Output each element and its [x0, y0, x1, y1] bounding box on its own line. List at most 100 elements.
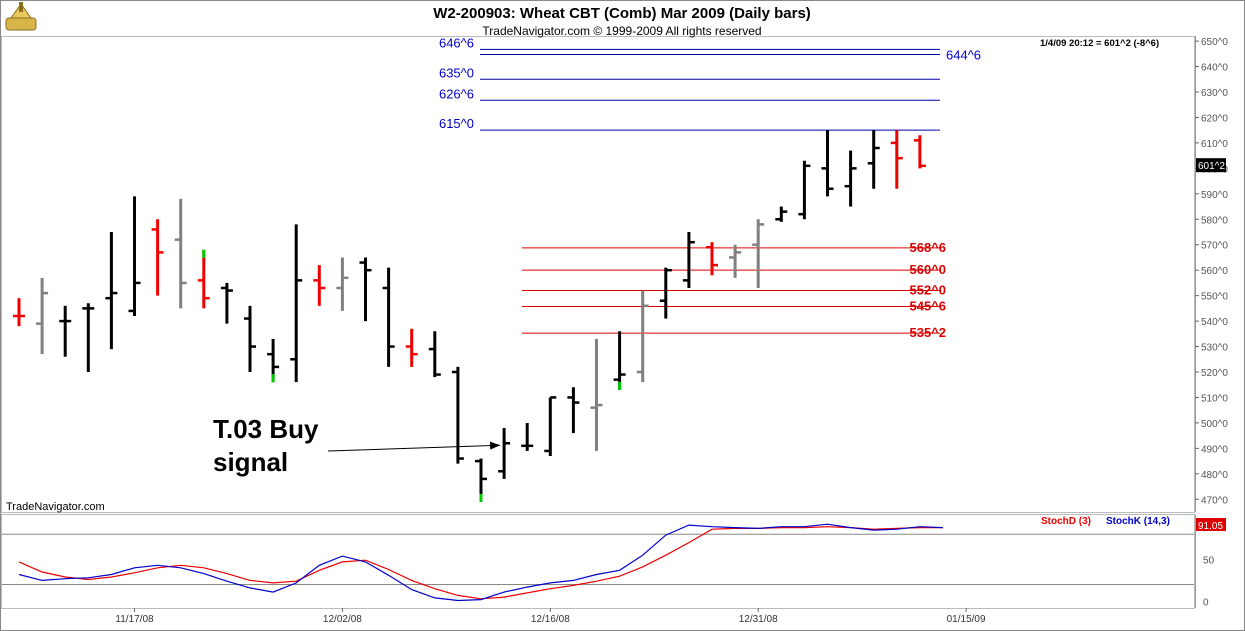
y-tick-label: 510^0	[1201, 393, 1228, 404]
ohlc-bar	[220, 282, 233, 324]
price-axis: 470^0 480^0 490^0 500^0 510^0 520^0 530^0 540^0…	[1195, 36, 1228, 512]
ohlc-bar	[428, 331, 441, 378]
ohlc-bar	[752, 219, 765, 288]
support-label: 560^0	[909, 262, 946, 277]
annotation-arrowhead	[489, 441, 501, 450]
ohlc-bar	[682, 232, 695, 288]
y-tick-label: 610^0	[1201, 139, 1228, 150]
ohlc-bar	[613, 331, 626, 390]
x-tick-label: 12/16/08	[531, 614, 570, 625]
ohlc-bar	[336, 257, 349, 311]
stoch-tick-label: 0	[1203, 597, 1209, 608]
y-tick-label: 550^0	[1201, 292, 1228, 303]
ohlc-bar	[521, 422, 534, 451]
y-tick-label: 570^0	[1201, 241, 1228, 252]
y-tick-label: 480^0	[1201, 470, 1228, 481]
ohlc-bar	[590, 338, 603, 451]
ohlc-bar	[798, 160, 811, 220]
ohlc-bar	[36, 277, 49, 355]
buy-signal-annotation: T.03 Buy signal	[213, 414, 501, 477]
y-tick-label: 490^0	[1201, 444, 1228, 455]
ohlc-bar	[13, 298, 25, 327]
resistance-label: 646^6	[439, 35, 474, 50]
x-tick-label: 12/02/08	[323, 614, 362, 625]
annotation-arrow	[327, 444, 501, 452]
ohlc-bar	[498, 428, 511, 479]
ohlc-bar	[890, 130, 903, 189]
trade-navigator-logo-icon	[5, 2, 37, 31]
stoch-grid	[2, 533, 1194, 586]
y-tick-label: 640^0	[1201, 63, 1228, 74]
price-levels: 646^6 644^6 635^0 626^6 615^0 568^6 560^0 552^0…	[439, 35, 981, 340]
ohlc-bar	[244, 305, 256, 372]
ohlc-bar	[82, 303, 95, 372]
x-tick-label: 12/31/08	[739, 614, 778, 625]
y-tick-label: 560^0	[1201, 266, 1228, 277]
ohlc-bar	[659, 267, 672, 319]
legend-stoch-d: StochD (3)	[1041, 516, 1091, 527]
y-tick-label: 650^0	[1201, 37, 1228, 48]
ohlc-bar	[544, 396, 557, 456]
y-tick-label: 630^0	[1201, 88, 1228, 99]
y-tick-label: 540^0	[1201, 317, 1228, 328]
ohlc-bar	[729, 244, 742, 278]
stoch-last-box	[1196, 518, 1226, 532]
resistance-label: 626^6	[439, 86, 474, 101]
chart-title: W2-200903: Wheat CBT (Comb) Mar 2009 (Da…	[433, 5, 811, 22]
ohlc-bar	[59, 305, 72, 357]
x-tick-label: 01/15/09	[947, 614, 986, 625]
stoch-tick-label: 50	[1203, 555, 1215, 566]
ohlc-bar	[844, 150, 857, 207]
ohlc-bar	[128, 196, 141, 316]
ohlc-bar	[706, 242, 718, 276]
stoch-k-line	[18, 523, 944, 602]
ohlc-bar	[913, 135, 926, 169]
y-tick-label: 520^0	[1201, 368, 1228, 379]
resistance-label: 635^0	[439, 65, 474, 80]
ohlc-bar	[821, 130, 834, 197]
watermark: TradeNavigator.com	[6, 501, 105, 513]
ohlc-bar	[313, 265, 326, 306]
price-pane-frame	[1, 36, 1195, 513]
ohlc-bar	[451, 366, 464, 464]
ohlc-bar	[382, 267, 395, 367]
y-tick-label: 590^0	[1201, 190, 1228, 201]
resistance-label: 615^0	[439, 116, 474, 131]
x-tick-label: 11/17/08	[115, 614, 154, 625]
stoch-d-line	[18, 526, 943, 600]
legend-stoch-k: StochK (14,3)	[1106, 516, 1170, 527]
annotation-line1: T.03 Buy	[213, 414, 319, 444]
support-label: 545^6	[909, 298, 946, 313]
annotation-line2: signal	[213, 447, 288, 477]
ohlc-bar	[105, 232, 118, 350]
support-label: 535^2	[909, 325, 946, 340]
ohlc-bar	[775, 206, 788, 222]
stoch-last-label: 91.05	[1198, 521, 1223, 532]
ohlc-bar	[197, 249, 210, 309]
y-tick-label: 470^0	[1201, 495, 1228, 506]
y-tick-label: 620^0	[1201, 113, 1228, 124]
last-price-marker: 601^2	[1196, 158, 1226, 173]
y-tick-label: 500^0	[1201, 419, 1228, 430]
ohlc-bar	[290, 224, 303, 383]
price-readout: 1/4/09 20:12 = 601^2 (-8^6)	[1040, 38, 1159, 49]
ohlc-bar	[174, 198, 187, 309]
chart-subtitle: TradeNavigator.com © 1999-2009 All right…	[482, 24, 761, 38]
support-label: 552^0	[909, 283, 946, 298]
y-tick-label: 530^0	[1201, 343, 1228, 354]
resistance-label: 644^6	[946, 47, 981, 62]
time-axis: 11/17/08 12/02/08 12/16/08 12/31/08 01/15/09	[115, 608, 986, 625]
ohlc-bar	[151, 219, 164, 296]
stoch-axis: 05010091.05	[1195, 515, 1226, 608]
ohlc-bar	[867, 130, 880, 189]
last-price-label: 601^2	[1198, 161, 1225, 172]
stoch-pane-frame	[1, 514, 1195, 609]
ohlc-bar	[567, 387, 580, 434]
support-label: 568^6	[909, 240, 946, 255]
last-price-box	[1196, 158, 1226, 173]
ohlc-bar	[359, 257, 372, 322]
price-bars	[13, 130, 926, 502]
ohlc-bar	[636, 290, 649, 383]
